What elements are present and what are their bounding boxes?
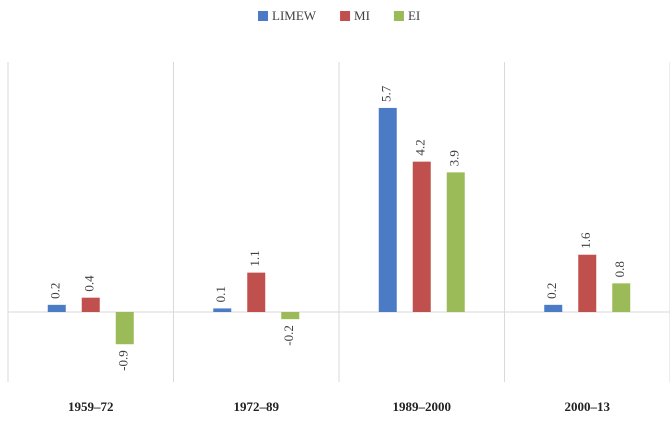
data-label: 0.1 bbox=[213, 286, 228, 302]
bar bbox=[612, 283, 631, 312]
bar bbox=[281, 312, 300, 320]
data-label: -0.2 bbox=[281, 325, 296, 346]
data-label: 5.7 bbox=[379, 85, 394, 102]
bar bbox=[446, 172, 465, 312]
data-label: 1.6 bbox=[578, 232, 593, 249]
bar bbox=[378, 107, 397, 312]
data-label: 0.8 bbox=[612, 261, 627, 277]
x-tick-label: 1972–89 bbox=[234, 399, 280, 414]
data-label: -0.9 bbox=[116, 350, 131, 371]
data-label: 4.2 bbox=[413, 139, 428, 155]
x-tick-label: 1989–2000 bbox=[393, 399, 452, 414]
data-label: 0.2 bbox=[544, 283, 559, 299]
legend-swatch bbox=[393, 11, 404, 21]
data-label: 3.9 bbox=[447, 150, 462, 166]
data-label: 0.2 bbox=[48, 283, 63, 299]
bar bbox=[247, 272, 266, 312]
x-tick-label: 2000–13 bbox=[565, 399, 611, 414]
data-label: 1.1 bbox=[247, 250, 262, 266]
legend-swatch bbox=[340, 11, 351, 21]
bar bbox=[578, 254, 597, 312]
bar bbox=[115, 312, 134, 345]
bar bbox=[213, 308, 232, 312]
bar bbox=[412, 161, 431, 312]
legend-label: EI bbox=[408, 8, 420, 23]
x-tick-label: 1959–72 bbox=[68, 399, 114, 414]
bar bbox=[81, 297, 100, 312]
bar bbox=[544, 304, 563, 312]
data-label: 0.4 bbox=[82, 275, 97, 292]
bar bbox=[47, 304, 66, 312]
legend-label: LIMEW bbox=[272, 8, 317, 23]
legend-label: MI bbox=[354, 8, 370, 23]
legend-swatch bbox=[258, 11, 268, 21]
